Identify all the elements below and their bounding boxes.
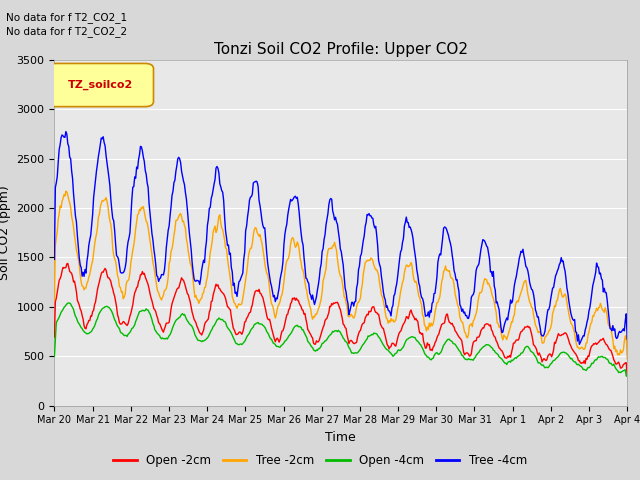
Y-axis label: Soil CO2 (ppm): Soil CO2 (ppm) — [0, 185, 11, 280]
Tree -2cm — [199, 291, 207, 297]
Open -4cm — [623, 373, 631, 379]
Open -4cm — [434, 351, 442, 357]
Text: No data for f T2_CO2_1: No data for f T2_CO2_1 — [6, 12, 127, 23]
Open -2cm — [623, 373, 631, 379]
Open -4cm — [51, 354, 58, 360]
Open -2cm — [153, 313, 161, 319]
Line: Tree -4cm: Tree -4cm — [54, 132, 627, 344]
Open -4cm — [623, 373, 630, 379]
Tree -2cm — [389, 317, 397, 323]
Tree -4cm — [623, 336, 631, 342]
Tree -4cm — [434, 260, 442, 265]
Open -2cm — [199, 330, 207, 336]
Open -2cm — [310, 341, 318, 347]
Open -2cm — [64, 261, 72, 266]
Tree -2cm — [483, 277, 490, 283]
Open -4cm — [483, 342, 490, 348]
Text: No data for f T2_CO2_2: No data for f T2_CO2_2 — [6, 26, 127, 37]
Tree -2cm — [62, 188, 70, 194]
Line: Open -2cm: Open -2cm — [54, 264, 627, 376]
Tree -4cm — [51, 256, 58, 262]
Tree -4cm — [389, 302, 397, 308]
Tree -2cm — [434, 300, 442, 305]
Open -2cm — [389, 340, 397, 346]
Line: Open -4cm: Open -4cm — [54, 303, 627, 376]
Line: Tree -2cm: Tree -2cm — [54, 191, 627, 359]
Tree -2cm — [310, 314, 318, 320]
Tree -4cm — [310, 301, 318, 307]
Open -4cm — [65, 300, 72, 306]
FancyBboxPatch shape — [47, 63, 154, 107]
Legend: Open -2cm, Tree -2cm, Open -4cm, Tree -4cm: Open -2cm, Tree -2cm, Open -4cm, Tree -4… — [108, 449, 532, 472]
Title: Tonzi Soil CO2 Profile: Upper CO2: Tonzi Soil CO2 Profile: Upper CO2 — [214, 42, 468, 58]
Open -2cm — [434, 333, 442, 338]
X-axis label: Time: Time — [325, 431, 356, 444]
Tree -2cm — [153, 284, 161, 289]
Open -4cm — [389, 353, 397, 359]
Open -2cm — [483, 321, 490, 326]
Tree -2cm — [623, 356, 631, 362]
Tree -4cm — [62, 129, 70, 134]
Open -2cm — [51, 334, 58, 340]
Tree -2cm — [51, 298, 58, 303]
Tree -4cm — [153, 273, 161, 278]
Open -4cm — [310, 348, 318, 353]
Text: TZ_soilco2: TZ_soilco2 — [68, 80, 133, 90]
Tree -4cm — [199, 262, 207, 267]
Tree -4cm — [575, 341, 583, 347]
Open -4cm — [199, 338, 207, 344]
Tree -4cm — [483, 243, 490, 249]
Open -4cm — [153, 330, 161, 336]
